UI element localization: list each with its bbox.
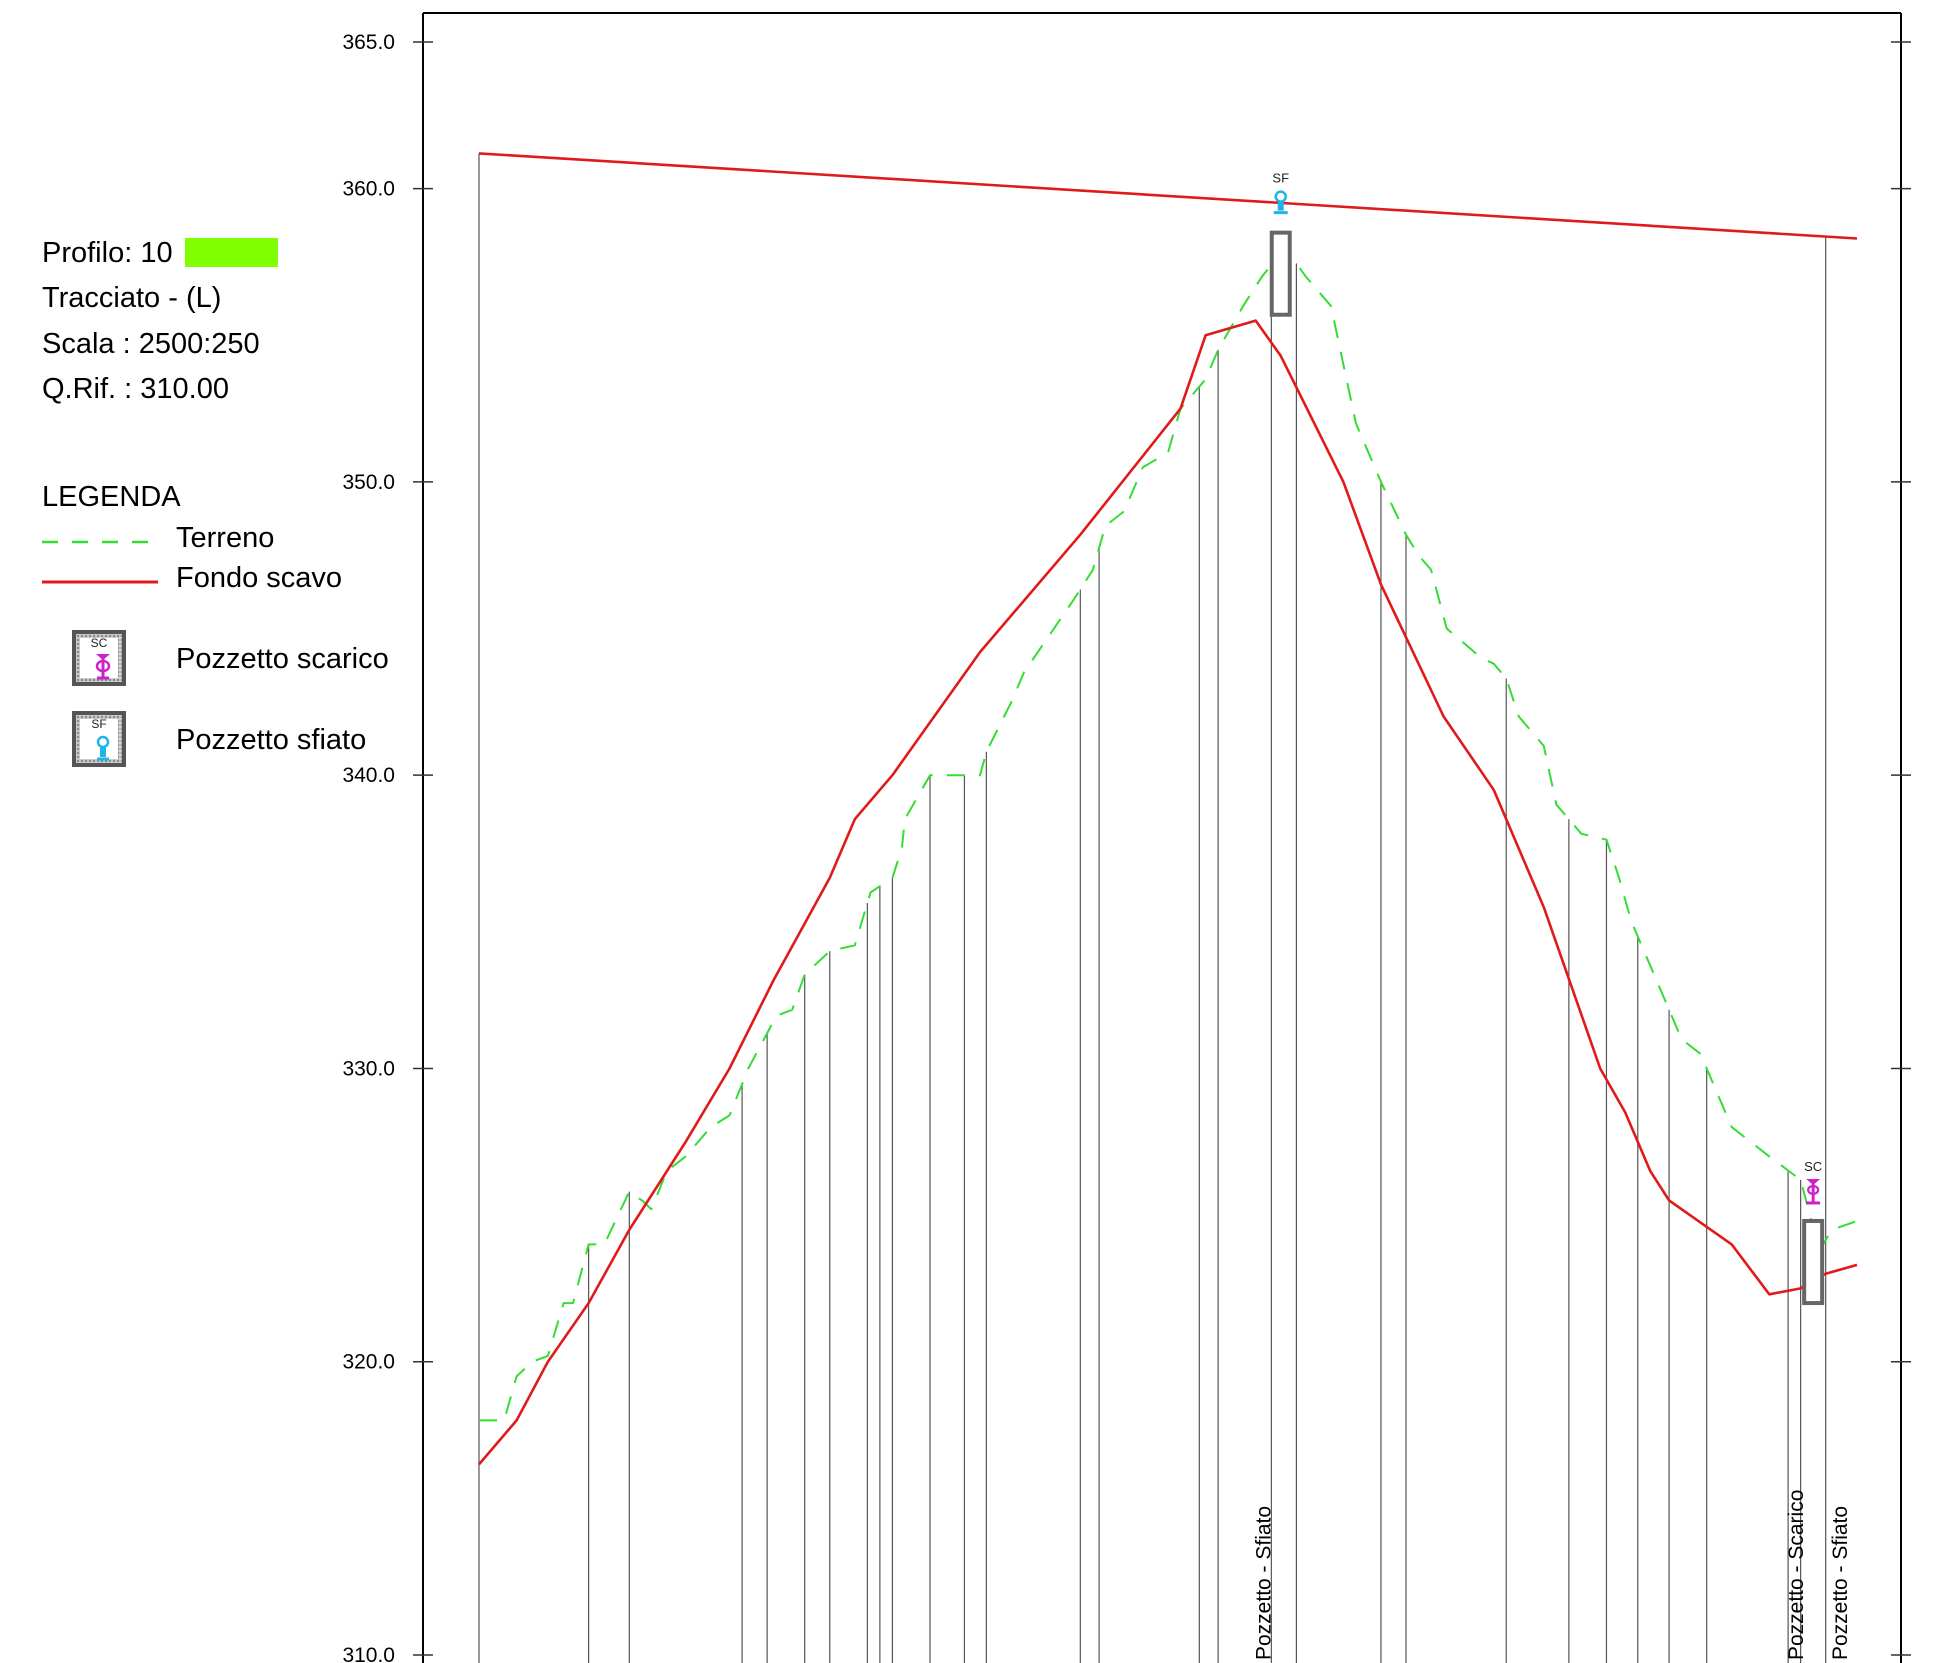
profile-label: Profilo: 10 (42, 237, 173, 269)
vent-well-icon: SF (1272, 171, 1289, 215)
reference-label: Q.Rif. : 310.00 (42, 373, 229, 405)
terrain-legend-label: Terreno (176, 522, 275, 554)
profile-color-swatch (185, 238, 278, 267)
series-fondo-scavo (478, 319, 1858, 1466)
y-tick-label: 365.0 (342, 31, 395, 54)
y-tick-label: 360.0 (342, 178, 395, 201)
y-tick-label: 340.0 (342, 764, 395, 787)
vent-code: SF (91, 717, 107, 731)
track-label: Tracciato - (L) (42, 282, 222, 314)
trench-legend-sample (42, 580, 158, 584)
scale-label: Scala : 2500:250 (42, 328, 260, 360)
vent-well-code: SF (1272, 171, 1289, 186)
series-terreno (479, 252, 1858, 1422)
terrain-legend-sample (42, 540, 158, 544)
well-label: Pozzetto - Sfiato (1253, 1506, 1276, 1660)
trench-legend-label: Fondo scavo (176, 562, 343, 594)
series-reference-top-line (478, 152, 1858, 240)
well-label: Pozzetto - Scarico (1785, 1490, 1808, 1660)
drain-legend-label: Pozzetto scarico (176, 643, 389, 675)
drain-well-box (1802, 1218, 1825, 1306)
well-label: Pozzetto - Sfiato (1829, 1506, 1852, 1660)
y-tick-label: 310.0 (342, 1644, 395, 1663)
y-tick-label: 320.0 (342, 1351, 395, 1374)
drain-well-code: SC (1804, 1159, 1822, 1174)
vent-legend-label: Pozzetto sfiato (176, 724, 367, 756)
y-tick-label: 330.0 (342, 1057, 395, 1080)
drain-code: SC (90, 636, 108, 650)
legend-title: LEGENDA (42, 481, 181, 513)
y-tick-label: 350.0 (342, 471, 395, 494)
vent-well-box (1269, 230, 1292, 317)
drain-well-icon: SC (72, 630, 126, 686)
vent-well-icon: SF (72, 711, 126, 767)
drain-well-icon: SC (1804, 1159, 1822, 1205)
